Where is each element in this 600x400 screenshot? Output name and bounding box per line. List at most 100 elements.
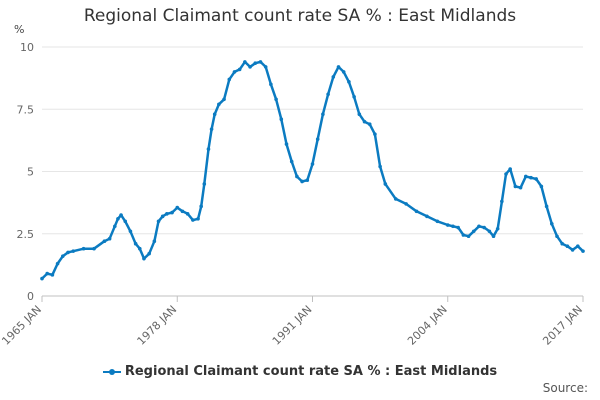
data-point[interactable] xyxy=(477,224,481,229)
data-point[interactable] xyxy=(258,60,263,64)
data-point[interactable] xyxy=(147,251,151,256)
data-point[interactable] xyxy=(156,219,161,224)
data-point[interactable] xyxy=(321,112,325,117)
data-point[interactable] xyxy=(217,102,221,107)
data-point[interactable] xyxy=(137,246,142,251)
data-point[interactable] xyxy=(352,95,356,99)
data-point[interactable] xyxy=(336,65,341,69)
data-point[interactable] xyxy=(383,182,388,186)
data-point[interactable] xyxy=(378,164,382,169)
data-point[interactable] xyxy=(248,65,252,69)
data-point[interactable] xyxy=(160,214,165,219)
data-point[interactable] xyxy=(414,209,419,214)
data-point[interactable] xyxy=(170,210,174,215)
data-point[interactable] xyxy=(113,224,117,229)
data-point[interactable] xyxy=(487,229,492,234)
data-point[interactable] xyxy=(202,182,207,186)
data-point[interactable] xyxy=(315,137,320,141)
data-point[interactable] xyxy=(495,226,500,231)
data-point[interactable] xyxy=(116,217,120,221)
data-point[interactable] xyxy=(191,218,195,222)
data-point[interactable] xyxy=(393,197,398,201)
data-point[interactable] xyxy=(534,177,538,181)
data-point[interactable] xyxy=(456,225,460,230)
data-point[interactable] xyxy=(199,204,203,209)
data-point[interactable] xyxy=(466,234,471,239)
data-point[interactable] xyxy=(362,119,367,124)
data-point[interactable] xyxy=(518,185,523,190)
data-point[interactable] xyxy=(232,70,237,74)
data-point[interactable] xyxy=(180,209,185,214)
data-point[interactable] xyxy=(45,271,50,276)
data-point[interactable] xyxy=(119,213,123,217)
data-point[interactable] xyxy=(539,184,544,189)
data-point[interactable] xyxy=(185,212,190,216)
data-point[interactable] xyxy=(55,261,60,266)
data-point[interactable] xyxy=(274,97,278,102)
data-point[interactable] xyxy=(500,199,504,204)
data-point[interactable] xyxy=(206,147,211,151)
data-point[interactable] xyxy=(123,219,128,224)
data-point[interactable] xyxy=(544,204,549,209)
data-point[interactable] xyxy=(128,229,133,234)
data-point[interactable] xyxy=(133,241,138,246)
data-point[interactable] xyxy=(107,236,112,241)
data-point[interactable] xyxy=(295,174,299,179)
data-point[interactable] xyxy=(50,273,55,277)
data-point[interactable] xyxy=(404,202,408,206)
data-point[interactable] xyxy=(357,112,362,117)
data-point[interactable] xyxy=(142,256,146,261)
data-point[interactable] xyxy=(289,159,294,164)
data-point[interactable] xyxy=(504,172,508,176)
series-layer[interactable] xyxy=(40,60,585,281)
data-point[interactable] xyxy=(196,217,200,221)
data-point[interactable] xyxy=(237,67,242,72)
data-point[interactable] xyxy=(227,77,232,82)
data-point[interactable] xyxy=(263,65,268,69)
data-point[interactable] xyxy=(243,60,247,64)
data-point[interactable] xyxy=(435,219,440,224)
data-point[interactable] xyxy=(71,249,76,253)
data-point[interactable] xyxy=(451,224,455,229)
data-point[interactable] xyxy=(279,117,284,122)
data-point[interactable] xyxy=(373,132,377,136)
data-point[interactable] xyxy=(300,179,304,184)
data-point[interactable] xyxy=(66,250,70,255)
series-line[interactable] xyxy=(41,60,584,280)
data-point[interactable] xyxy=(326,92,330,97)
data-point[interactable] xyxy=(565,244,570,248)
data-point[interactable] xyxy=(310,162,315,166)
data-point[interactable] xyxy=(222,97,226,102)
data-point[interactable] xyxy=(331,75,336,79)
legend[interactable]: Regional Claimant count rate SA % : East… xyxy=(0,364,600,379)
data-point[interactable] xyxy=(529,175,533,180)
data-point[interactable] xyxy=(209,127,214,131)
data-point[interactable] xyxy=(102,239,107,244)
data-point[interactable] xyxy=(560,241,564,246)
data-point[interactable] xyxy=(508,167,512,171)
data-point[interactable] xyxy=(523,174,528,179)
data-point[interactable] xyxy=(461,233,466,237)
data-point[interactable] xyxy=(61,254,65,258)
data-point[interactable] xyxy=(212,112,217,117)
data-point[interactable] xyxy=(549,221,554,226)
data-point[interactable] xyxy=(347,80,351,84)
data-point[interactable] xyxy=(81,246,86,251)
data-point[interactable] xyxy=(269,82,273,87)
data-point[interactable] xyxy=(445,223,450,227)
data-point[interactable] xyxy=(165,212,169,216)
data-point[interactable] xyxy=(92,246,96,251)
data-point[interactable] xyxy=(175,205,180,210)
data-point[interactable] xyxy=(253,61,258,65)
data-point[interactable] xyxy=(581,249,585,253)
data-point[interactable] xyxy=(367,122,372,126)
data-point[interactable] xyxy=(341,70,346,74)
data-point[interactable] xyxy=(482,225,486,230)
data-point[interactable] xyxy=(471,229,476,234)
data-point[interactable] xyxy=(570,248,575,252)
data-point[interactable] xyxy=(40,276,44,281)
data-point[interactable] xyxy=(555,234,559,239)
data-point[interactable] xyxy=(491,234,496,239)
data-point[interactable] xyxy=(513,184,518,189)
data-point[interactable] xyxy=(152,239,157,244)
